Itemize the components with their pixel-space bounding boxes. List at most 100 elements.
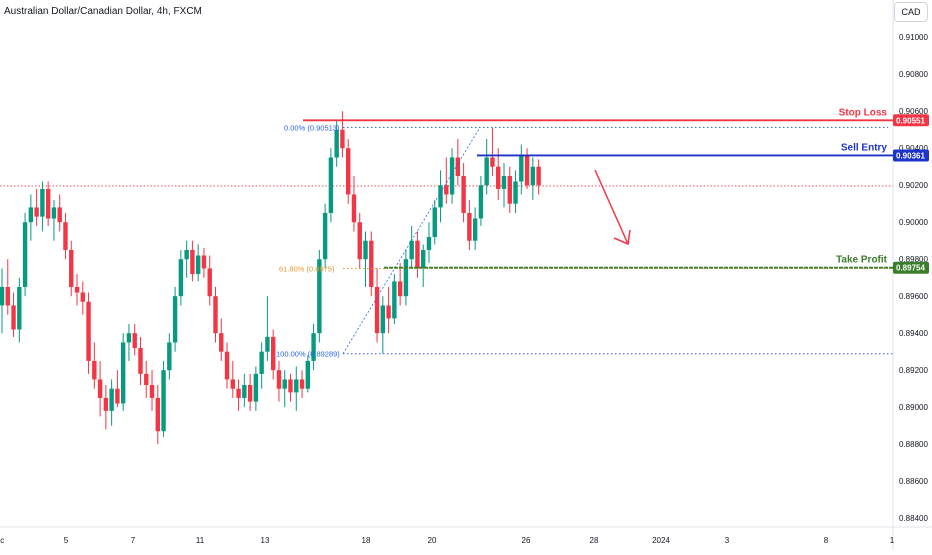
candle-body <box>45 188 51 219</box>
candle-body <box>213 296 218 334</box>
candle-body <box>172 296 178 343</box>
candle-body <box>17 286 22 330</box>
currency-button[interactable]: CAD <box>894 2 928 22</box>
candle-body <box>178 259 184 297</box>
candle-body <box>288 379 293 393</box>
level-name-label: Stop Loss <box>839 107 888 118</box>
y-tick-label: 0.90600 <box>899 107 928 116</box>
price-tag <box>893 114 929 127</box>
candle-body <box>294 379 299 393</box>
candle-body <box>346 148 351 195</box>
candle-body <box>496 166 501 189</box>
price-tag-label: 0.90551 <box>896 116 925 125</box>
x-tick-label: 5 <box>64 536 69 545</box>
candle-body <box>380 305 386 334</box>
x-tick-label: 26 <box>522 536 531 545</box>
candle-body <box>57 207 62 223</box>
candle-body <box>265 336 270 352</box>
x-tick-label: 7 <box>131 536 136 545</box>
candle-body <box>421 249 426 269</box>
candle-body <box>282 379 287 389</box>
price-tag-label: 0.90361 <box>896 151 925 160</box>
candle-body <box>224 351 230 380</box>
candle-body <box>34 207 39 217</box>
candle-body <box>513 181 518 204</box>
candle-body <box>305 360 311 389</box>
candle-body <box>455 157 461 176</box>
down-arrow-shaft <box>594 169 629 245</box>
candle-body <box>519 155 524 182</box>
candle-body <box>438 185 443 208</box>
candle-body <box>0 286 5 306</box>
y-tick-label: 0.90400 <box>899 144 928 153</box>
candle-body <box>155 397 160 432</box>
y-tick-label: 0.89000 <box>899 403 928 412</box>
x-tick-label: 2024 <box>652 536 670 545</box>
candle-body <box>97 379 103 398</box>
y-tick-label: 0.90800 <box>899 70 928 79</box>
x-tick-label: 11 <box>196 536 205 545</box>
candle-body <box>507 175 512 204</box>
candle-body <box>432 207 437 238</box>
candle-body <box>92 360 97 380</box>
y-tick-label: 0.89200 <box>899 366 928 375</box>
candle-body <box>109 388 114 411</box>
y-tick-label: 0.89600 <box>899 292 928 301</box>
candle-body <box>259 351 264 374</box>
candle-body <box>86 301 91 361</box>
price-tag <box>893 261 929 274</box>
candle-body <box>415 240 420 269</box>
y-tick-label: 0.91000 <box>899 33 928 42</box>
candle-body <box>103 397 109 411</box>
candle-body <box>22 222 28 287</box>
x-tick-label: 13 <box>261 536 270 545</box>
candle-body <box>397 281 403 297</box>
y-tick-label: 0.88800 <box>899 440 928 449</box>
candle-body <box>144 373 149 385</box>
candle-body <box>524 155 530 186</box>
candle-body <box>311 333 316 361</box>
candle-body <box>374 286 380 334</box>
chart-title: Australian Dollar/Canadian Dollar, 4h, F… <box>4 6 202 17</box>
x-tick-label: 18 <box>362 536 371 545</box>
x-tick-label: 20 <box>428 536 437 545</box>
y-tick-label: 0.88400 <box>899 514 928 523</box>
candle-body <box>299 379 305 389</box>
candle-body <box>69 249 74 287</box>
candle-body <box>201 255 207 269</box>
candle-body <box>478 185 484 219</box>
level-name-label: Take Profit <box>836 255 888 266</box>
candle-body <box>11 305 16 330</box>
candle-body <box>63 222 68 250</box>
candle-body <box>28 207 34 223</box>
candle-body <box>386 305 391 319</box>
candle-body <box>357 222 362 260</box>
candle-body <box>536 166 541 186</box>
candle-body <box>161 370 166 432</box>
candle-body <box>219 333 224 352</box>
candle-body <box>276 370 282 389</box>
candle-body <box>270 336 276 371</box>
candle-body <box>317 259 322 334</box>
fib-trend-line <box>342 127 481 354</box>
candle-body <box>120 342 126 404</box>
candle-body <box>149 384 155 398</box>
candle-body <box>409 240 414 260</box>
price-tag-label: 0.89754 <box>896 264 925 273</box>
candle-body <box>80 292 85 302</box>
candle-body <box>138 347 143 374</box>
fib-level-label: 61.80% (0.8975) <box>279 264 335 273</box>
fib-level-label: 0.00% (0.90513) <box>284 123 340 132</box>
candle-body <box>461 175 466 213</box>
candle-body <box>40 188 45 217</box>
candle-body <box>230 379 235 389</box>
candle-body <box>167 342 172 371</box>
x-tick-label: 28 <box>590 536 599 545</box>
candle-body <box>247 384 253 402</box>
candle-body <box>322 212 328 260</box>
candle-body <box>351 194 357 223</box>
candle-body <box>403 259 409 297</box>
y-tick-label: 0.89800 <box>899 255 928 264</box>
candle-body <box>444 185 449 195</box>
